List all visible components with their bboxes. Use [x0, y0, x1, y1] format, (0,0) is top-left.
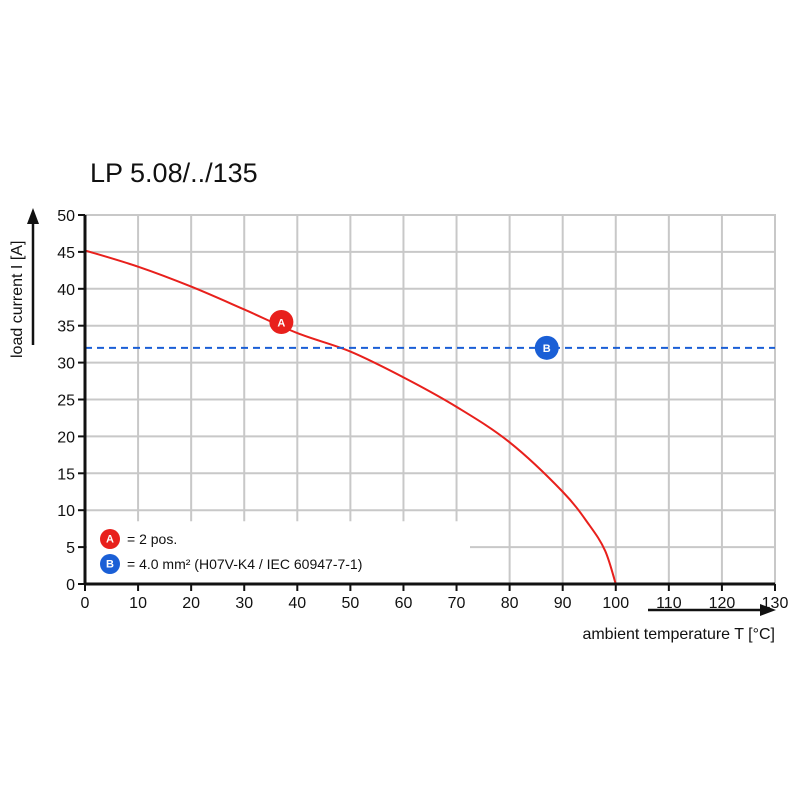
x-tick-label: 50 — [341, 595, 359, 612]
x-tick-label: 20 — [182, 595, 200, 612]
x-tick-label: 30 — [235, 595, 253, 612]
legend-entry-text: = 4.0 mm² (H07V-K4 / IEC 60947-7-1) — [127, 556, 362, 572]
y-tick-label: 15 — [57, 466, 75, 483]
y-axis-arrow-head — [27, 208, 39, 224]
x-tick-label: 60 — [395, 595, 413, 612]
y-tick-label: 25 — [57, 393, 75, 410]
y-tick-label: 0 — [66, 577, 75, 594]
series-marker-A-letter: A — [277, 317, 285, 329]
legend-entry-text: = 2 pos. — [127, 531, 177, 547]
y-tick-label: 45 — [57, 245, 75, 262]
tick-labels: 0 10 20 30 40 50 60 70 80 90 100 110 120 130 0 5 10 15 20 2… — [57, 208, 788, 612]
series-marker-B-letter: B — [543, 343, 551, 355]
x-tick-label: 100 — [602, 595, 629, 612]
series-line-A — [84, 249, 617, 585]
x-tick-label: 110 — [656, 595, 682, 612]
y-tick-label: 10 — [57, 503, 75, 520]
x-tick-label: 120 — [709, 595, 736, 612]
legend-box — [87, 521, 470, 583]
x-tick-label: 70 — [448, 595, 466, 612]
x-tick-label: 0 — [81, 595, 90, 612]
x-axis-label: ambient temperature T [°C] — [582, 626, 775, 643]
chart-title: LP 5.08/../135 — [90, 158, 258, 188]
series-marker-B-circle — [534, 335, 559, 360]
y-tick-label: 50 — [57, 208, 75, 225]
series-group — [84, 249, 775, 585]
legend: A = 2 pos. B = 4.0 mm² (H07V-K4 / IEC 60947… — [100, 529, 362, 574]
x-tick-label: 90 — [554, 595, 572, 612]
series-marker-A-circle — [269, 310, 294, 335]
x-axis-arrow-head — [760, 604, 776, 616]
axes — [27, 208, 776, 616]
legend-marker-A-circle — [100, 529, 120, 549]
x-tick-label: 10 — [129, 595, 147, 612]
legend-marker-B-letter: B — [106, 559, 114, 571]
y-axis-label: load current I [A] — [9, 241, 26, 358]
y-tick-label: 5 — [66, 540, 75, 557]
x-tick-label: 80 — [501, 595, 519, 612]
y-tick-label: 30 — [57, 356, 75, 373]
x-tick-label: 130 — [762, 595, 789, 612]
x-tick-label: 40 — [288, 595, 306, 612]
legend-marker-B-circle — [100, 554, 120, 574]
y-tick-label: 20 — [57, 429, 75, 446]
legend-marker-A-letter: A — [106, 534, 114, 546]
y-tick-label: 40 — [57, 282, 75, 299]
legend-background — [87, 521, 470, 583]
y-tick-label: 35 — [57, 319, 75, 336]
series-markers: AB — [269, 310, 559, 360]
